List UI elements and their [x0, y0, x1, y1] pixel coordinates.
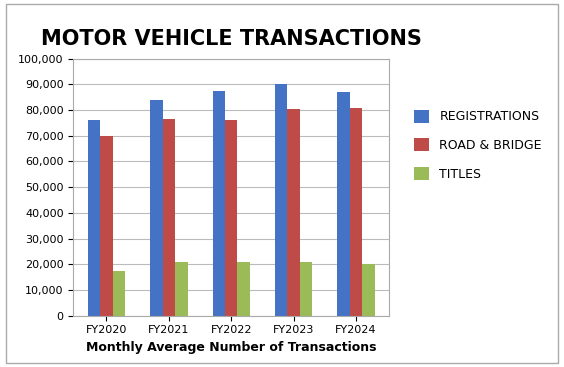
- Bar: [350, 108, 362, 316]
- Bar: [113, 271, 125, 316]
- Bar: [213, 91, 225, 316]
- Bar: [237, 262, 250, 316]
- Title: MOTOR VEHICLE TRANSACTIONS: MOTOR VEHICLE TRANSACTIONS: [41, 29, 422, 49]
- Bar: [362, 264, 375, 316]
- Bar: [288, 109, 300, 316]
- Bar: [87, 120, 100, 316]
- X-axis label: Monthly Average Number of Transactions: Monthly Average Number of Transactions: [86, 341, 377, 354]
- Bar: [150, 100, 162, 316]
- Bar: [175, 262, 188, 316]
- Bar: [337, 92, 350, 316]
- Bar: [100, 136, 113, 316]
- Bar: [162, 119, 175, 316]
- Bar: [300, 262, 312, 316]
- Bar: [275, 84, 288, 316]
- Legend: REGISTRATIONS, ROAD & BRIDGE, TITLES: REGISTRATIONS, ROAD & BRIDGE, TITLES: [408, 103, 548, 187]
- Bar: [225, 120, 237, 316]
